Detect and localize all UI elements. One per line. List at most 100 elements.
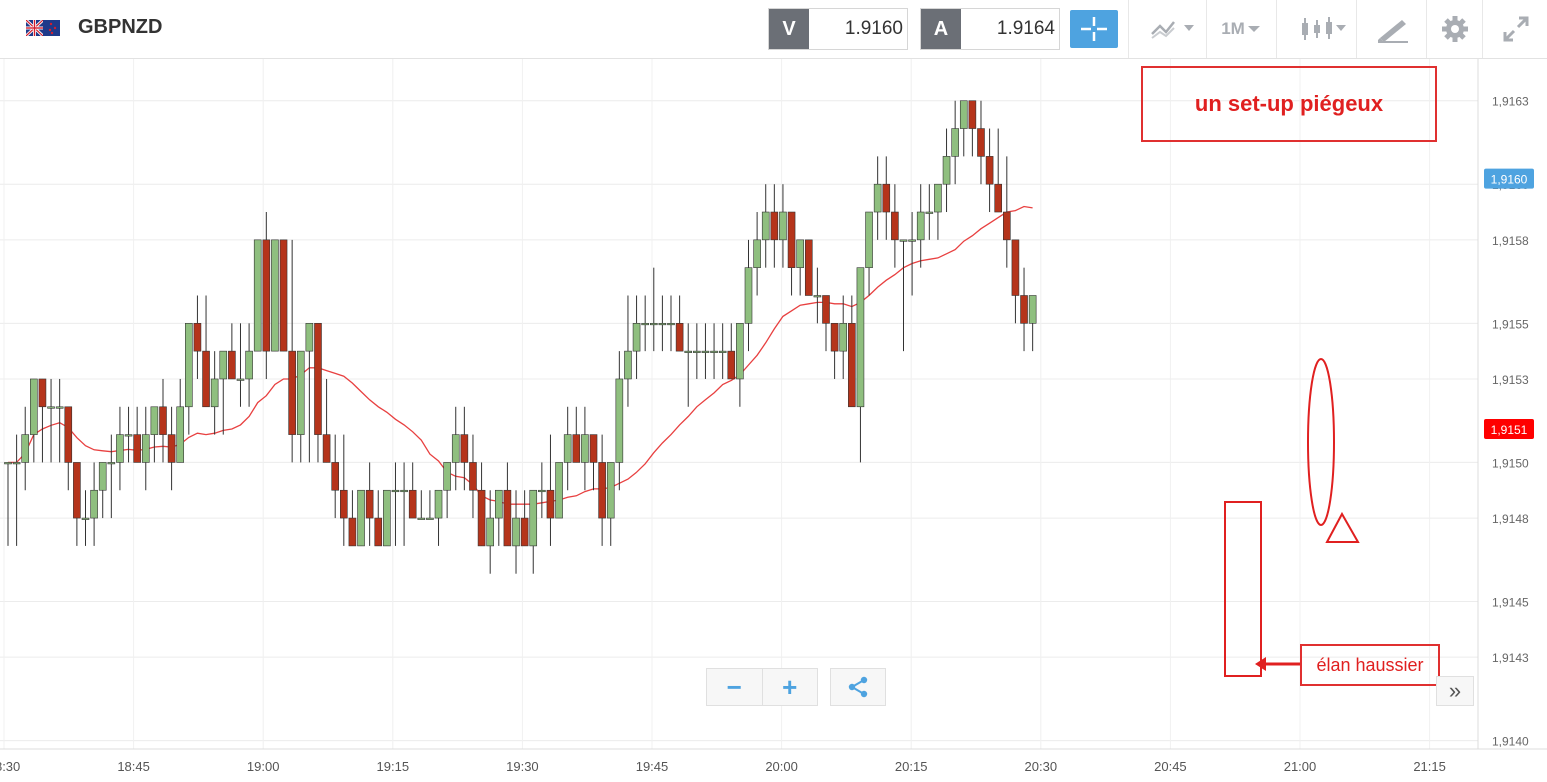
trap-ellipse: [1307, 358, 1335, 526]
scroll-to-end-button[interactable]: »: [1436, 676, 1474, 706]
candle: [649, 267, 658, 352]
candle: [804, 239, 813, 296]
candle: [365, 462, 374, 546]
y-tick-label: 1,9158: [1492, 234, 1529, 248]
expand-button[interactable]: [1482, 0, 1547, 58]
x-tick-label: 19:45: [636, 759, 669, 774]
candle: [202, 295, 210, 408]
candle: [408, 462, 417, 519]
trap-triangle: [1325, 511, 1360, 543]
buy-price-box[interactable]: A 1.9164: [920, 8, 1060, 50]
svg-text:1,9160: 1,9160: [1491, 173, 1528, 187]
candle: [994, 128, 1003, 213]
candle: [658, 295, 667, 352]
price-chart[interactable]: 1,9163 1,9160 1,9158 1,9155 1,9153 1,9150 1,91…: [0, 59, 1547, 782]
candle: [98, 462, 107, 519]
share-icon: [848, 676, 868, 698]
candle: [279, 239, 288, 352]
candle: [572, 406, 581, 463]
zoom-controls: − +: [706, 668, 818, 706]
candle: [176, 378, 185, 463]
y-tick-label: 1,9143: [1492, 651, 1529, 665]
candle: [693, 323, 701, 379]
candle: [718, 323, 727, 379]
candle: [641, 295, 649, 352]
y-tick-label: 1,9140: [1492, 735, 1529, 749]
candle: [400, 462, 408, 546]
drawing-tools-button[interactable]: [1356, 0, 1427, 58]
candle: [891, 184, 899, 268]
candle: [150, 406, 159, 463]
candle: [736, 323, 744, 407]
candle: [55, 378, 64, 463]
candle: [985, 128, 994, 213]
candle: [64, 406, 73, 491]
candle: [951, 100, 959, 185]
arrow-icon: [1255, 657, 1300, 671]
x-tick-label: 20:00: [765, 759, 798, 774]
candle: [38, 378, 47, 463]
x-tick-label: 19:30: [506, 759, 539, 774]
moving-average-line: [8, 205, 1033, 505]
candle: [271, 239, 279, 352]
candle: [839, 295, 848, 379]
candle: [538, 462, 546, 519]
candle: [684, 323, 693, 407]
candle: [47, 378, 55, 463]
candle: [830, 323, 839, 379]
candle: [632, 295, 641, 379]
zoom-out-button[interactable]: −: [707, 669, 763, 705]
candle: [675, 295, 684, 352]
gear-icon: [1442, 16, 1468, 42]
y-tick-label: 1,9150: [1492, 456, 1529, 470]
momentum-rectangle: [1224, 501, 1262, 677]
candle: [512, 490, 520, 574]
expand-icon: [1503, 16, 1528, 42]
candle: [796, 239, 804, 296]
candle: [667, 295, 675, 352]
candle: [822, 295, 830, 352]
candle: [348, 490, 357, 547]
candle: [73, 462, 81, 546]
x-tick-label: 21:15: [1413, 759, 1446, 774]
svg-text:1,9151: 1,9151: [1491, 423, 1528, 437]
candle: [288, 239, 296, 463]
candle: [546, 434, 555, 546]
candle: [503, 462, 512, 547]
candle: [494, 489, 503, 546]
candle: [228, 323, 236, 380]
candle: [81, 490, 90, 546]
zoom-in-button[interactable]: +: [782, 671, 798, 702]
candle: [916, 184, 925, 268]
settings-button[interactable]: [1426, 0, 1483, 58]
candle: [753, 212, 761, 296]
candle: [589, 434, 598, 491]
candle: [296, 350, 305, 463]
flag-gb-nz-icon: [26, 20, 60, 36]
candle: [116, 406, 124, 491]
buy-price: 1.9164: [961, 9, 1059, 49]
x-tick-label: 19:15: [377, 759, 410, 774]
y-tick-label: 1,9155: [1492, 317, 1529, 331]
x-tick-label: 20:15: [895, 759, 928, 774]
crosshair-button[interactable]: [1070, 10, 1118, 48]
y-tick-label: 1,9148: [1492, 512, 1529, 526]
sell-label: V: [769, 9, 809, 49]
candle: [968, 100, 977, 157]
candle: [1003, 156, 1011, 268]
candle: [193, 295, 202, 379]
candle: [426, 490, 434, 520]
chart-type-button[interactable]: [1128, 0, 1207, 58]
candle: [314, 323, 322, 463]
sell-price-box[interactable]: V 1.9160: [768, 8, 908, 50]
candle: [477, 462, 486, 547]
candle: [581, 406, 589, 491]
crosshair-icon: [1081, 17, 1107, 41]
candle: [443, 462, 451, 519]
candles-button[interactable]: [1276, 0, 1357, 58]
candle: [486, 490, 494, 574]
candle: [925, 184, 934, 240]
timeframe-button[interactable]: 1M: [1206, 0, 1277, 58]
candlestick-icon: [1302, 17, 1346, 40]
share-button[interactable]: [830, 668, 886, 706]
